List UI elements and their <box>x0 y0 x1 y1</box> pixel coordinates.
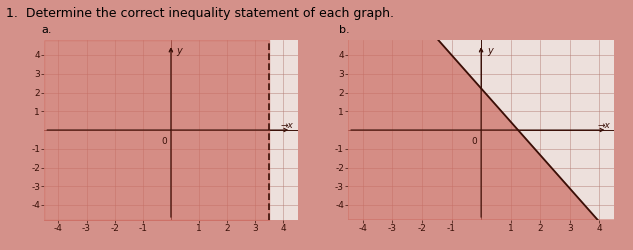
Text: y: y <box>487 46 492 56</box>
Text: 0: 0 <box>471 136 477 145</box>
Text: →x: →x <box>281 121 294 130</box>
Text: a.: a. <box>41 25 52 35</box>
Text: b.: b. <box>339 25 349 35</box>
Text: 1.  Determine the correct inequality statement of each graph.: 1. Determine the correct inequality stat… <box>6 8 394 20</box>
Text: y: y <box>177 46 182 56</box>
Text: →x: →x <box>597 121 610 130</box>
Text: 0: 0 <box>161 136 166 145</box>
